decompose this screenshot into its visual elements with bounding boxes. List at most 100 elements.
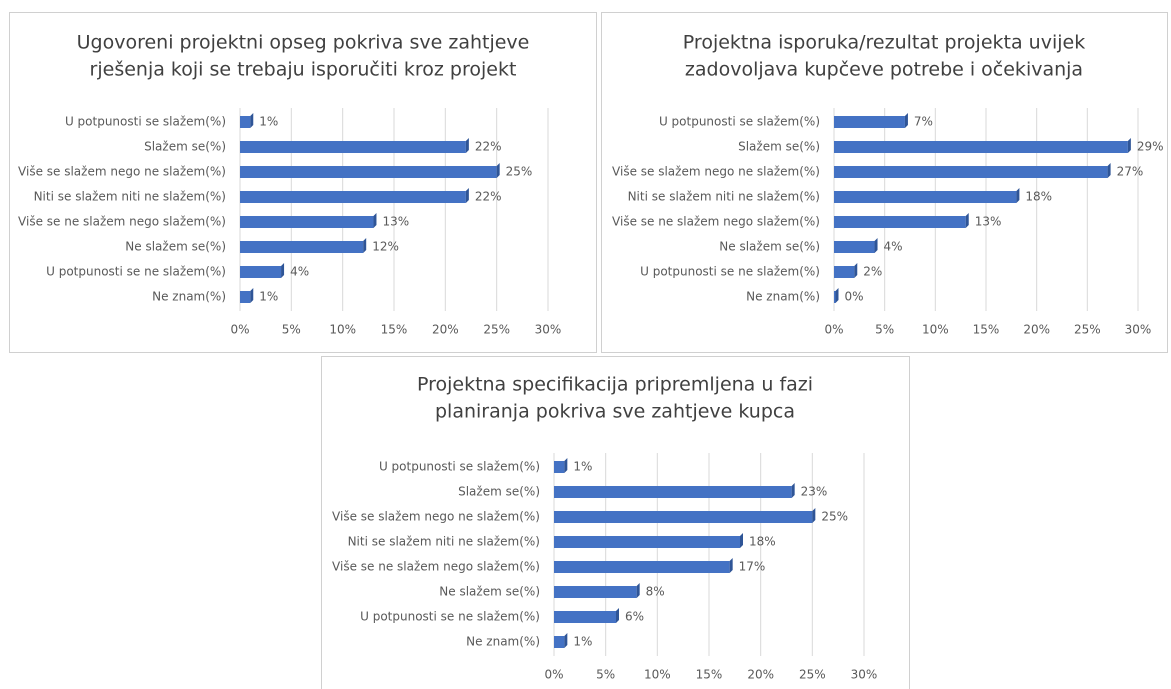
data-label: 1% <box>259 115 278 129</box>
x-tick-label: 0% <box>824 323 843 337</box>
data-label: 4% <box>290 265 309 279</box>
bar-edge <box>812 508 816 523</box>
bar-edge <box>1016 188 1020 203</box>
y-tick-label: Više se slažem nego ne slažem(%) <box>18 165 226 179</box>
bar <box>554 486 792 498</box>
chart-title: rješenja koji se trebaju isporučiti kroz… <box>90 59 517 81</box>
x-tick-label: 20% <box>747 668 774 682</box>
chart-title: zadovoljava kupčeve potrebe i očekivanja <box>685 59 1083 81</box>
y-tick-label: Slažem se(%) <box>458 485 540 499</box>
x-tick-label: 25% <box>799 668 826 682</box>
bar <box>240 191 466 203</box>
bar <box>240 116 251 128</box>
bar-edge <box>250 288 254 303</box>
y-tick-label: Niti se slažem niti ne slažem(%) <box>348 535 540 549</box>
y-tick-label: Ne slažem se(%) <box>439 585 540 599</box>
bar <box>240 291 251 303</box>
bar-edge <box>496 163 500 178</box>
bar-edge <box>1127 138 1131 153</box>
bar <box>834 216 966 228</box>
bar-edge <box>835 288 839 303</box>
data-label: 7% <box>914 115 933 129</box>
bar <box>554 536 740 548</box>
data-label: 2% <box>863 265 882 279</box>
x-tick-label: 25% <box>483 323 510 337</box>
y-tick-label: U potpunosti se slažem(%) <box>65 115 226 129</box>
bar-edge <box>564 458 568 473</box>
y-tick-label: Više se ne slažem nego slažem(%) <box>332 560 540 574</box>
x-tick-label: 0% <box>230 323 249 337</box>
data-label: 27% <box>1117 165 1144 179</box>
x-tick-label: 20% <box>432 323 459 337</box>
bar-edge <box>740 533 743 548</box>
bar-edge <box>874 238 878 253</box>
bar-edge <box>616 608 619 623</box>
x-tick-label: 15% <box>696 668 723 682</box>
data-label: 25% <box>506 165 533 179</box>
bar <box>240 241 364 253</box>
x-tick-label: 30% <box>535 323 562 337</box>
bar-edge <box>904 113 908 128</box>
bar <box>554 611 616 623</box>
y-tick-label: Ne slažem se(%) <box>125 240 226 254</box>
bar-edge <box>465 188 469 203</box>
bar <box>240 166 497 178</box>
bar-edge <box>281 263 285 278</box>
y-tick-label: Niti se slažem niti ne slažem(%) <box>34 190 226 204</box>
x-tick-label: 5% <box>282 323 301 337</box>
y-tick-label: Ne znam(%) <box>152 290 226 304</box>
data-label: 22% <box>475 190 502 204</box>
x-tick-label: 30% <box>851 668 878 682</box>
y-tick-label: Slažem se(%) <box>144 140 226 154</box>
data-label: 13% <box>975 215 1002 229</box>
y-tick-label: Više se slažem nego ne slažem(%) <box>612 165 820 179</box>
bar-edge <box>636 583 640 598</box>
bar-edge <box>564 633 568 648</box>
x-tick-label: 15% <box>381 323 408 337</box>
bar <box>834 191 1017 203</box>
x-tick-label: 10% <box>644 668 671 682</box>
y-tick-label: U potpunosti se ne slažem(%) <box>46 265 226 279</box>
x-tick-label: 5% <box>596 668 615 682</box>
data-label: 25% <box>821 510 848 524</box>
bar <box>834 241 875 253</box>
y-tick-label: U potpunosti se slažem(%) <box>379 460 540 474</box>
bar <box>554 561 730 573</box>
y-tick-label: U potpunosti se slažem(%) <box>659 115 820 129</box>
bar <box>554 461 565 473</box>
y-tick-label: Ne znam(%) <box>466 635 540 649</box>
x-tick-label: 20% <box>1023 323 1050 337</box>
chart-title: planiranja pokriva sve zahtjeve kupca <box>435 401 795 423</box>
y-tick-label: Niti se slažem niti ne slažem(%) <box>628 190 820 204</box>
bar-edge <box>363 238 367 253</box>
x-tick-label: 15% <box>973 323 1000 337</box>
chart-title: Ugovoreni projektni opseg pokriva sve za… <box>77 32 530 54</box>
data-label: 13% <box>382 215 409 229</box>
chart-title: Projektna isporuka/rezultat projekta uvi… <box>683 32 1085 54</box>
chart-title: Projektna specifikacija pripremljena u f… <box>417 374 813 396</box>
data-label: 1% <box>573 635 592 649</box>
data-label: 12% <box>372 240 399 254</box>
data-label: 22% <box>475 140 502 154</box>
data-label: 0% <box>845 290 864 304</box>
bar <box>554 636 565 648</box>
y-tick-label: U potpunosti se ne slažem(%) <box>360 610 540 624</box>
bar <box>240 141 466 153</box>
bar <box>834 291 836 303</box>
bar-edge <box>1107 163 1111 178</box>
data-label: 4% <box>884 240 903 254</box>
data-label: 17% <box>739 560 766 574</box>
bar-edge <box>965 213 969 228</box>
y-tick-label: Više se ne slažem nego slažem(%) <box>18 215 226 229</box>
bar <box>834 266 855 278</box>
x-tick-label: 10% <box>329 323 356 337</box>
data-label: 29% <box>1137 140 1164 154</box>
bar-edge <box>373 213 377 228</box>
bar <box>834 141 1128 153</box>
bar <box>834 166 1108 178</box>
data-label: 1% <box>573 460 592 474</box>
bar-edge <box>791 483 795 498</box>
bar-edge <box>250 113 254 128</box>
y-tick-label: Više se ne slažem nego slažem(%) <box>612 215 820 229</box>
